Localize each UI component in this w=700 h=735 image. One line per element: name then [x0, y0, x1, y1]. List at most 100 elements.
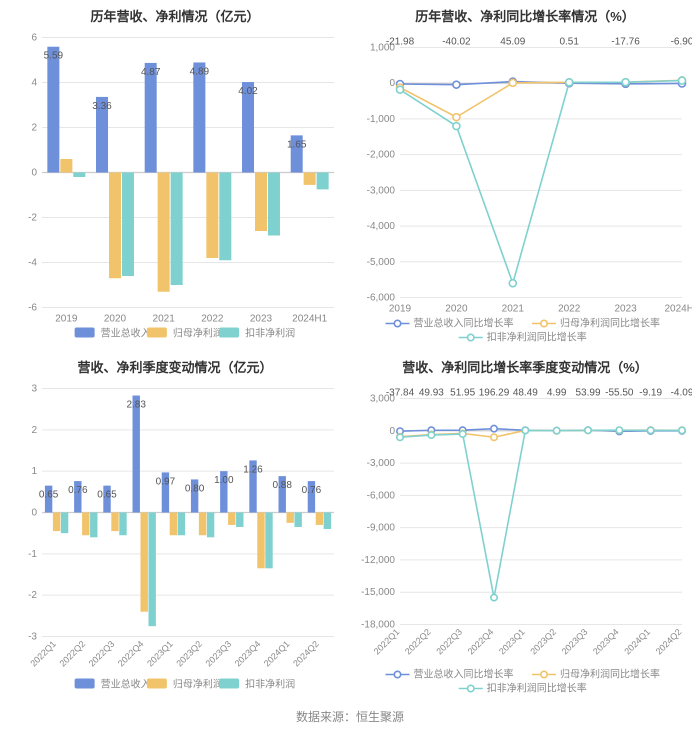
svg-text:-12,000: -12,000 — [361, 555, 395, 566]
svg-text:2024H1: 2024H1 — [292, 314, 327, 325]
panel-title: 历年营收、净利情况（亿元） — [8, 6, 342, 25]
svg-text:扣非净利润同比增长率: 扣非净利润同比增长率 — [487, 682, 587, 695]
panel-top-right: 历年营收、净利同比增长率情况（%） -6,000-5,000-4,000-3,0… — [350, 0, 700, 351]
panel-top-left: 历年营收、净利情况（亿元） -6-4-202462019202020212022… — [0, 0, 350, 351]
svg-text:2023Q3: 2023Q3 — [203, 639, 233, 669]
svg-text:1.00: 1.00 — [214, 475, 234, 486]
svg-text:0.65: 0.65 — [39, 490, 59, 501]
svg-text:49.93: 49.93 — [419, 388, 444, 399]
svg-text:2023: 2023 — [614, 304, 637, 315]
svg-text:归母净利润同比增长率: 归母净利润同比增长率 — [560, 317, 660, 330]
svg-text:归母净利润: 归母净利润 — [173, 678, 223, 691]
svg-text:0.88: 0.88 — [272, 480, 292, 491]
chart-area: -3-2-101232022Q12022Q22022Q32022Q42023Q1… — [8, 380, 342, 699]
chart-grid: 历年营收、净利情况（亿元） -6-4-202462019202020212022… — [0, 0, 700, 700]
svg-text:2022Q3: 2022Q3 — [434, 627, 464, 657]
svg-text:1.26: 1.26 — [243, 464, 263, 475]
svg-text:-1: -1 — [28, 549, 37, 560]
svg-text:-3: -3 — [28, 632, 37, 643]
svg-text:-37.84: -37.84 — [386, 388, 415, 399]
svg-text:2023: 2023 — [250, 314, 273, 325]
svg-text:0.65: 0.65 — [97, 490, 117, 501]
chart-area: -18,000-15,000-12,000-9,000-6,000-3,0000… — [358, 380, 692, 699]
svg-text:3: 3 — [31, 384, 37, 395]
svg-text:3.36: 3.36 — [92, 101, 112, 112]
svg-text:-2,000: -2,000 — [367, 150, 396, 161]
svg-text:2022Q1: 2022Q1 — [28, 639, 58, 669]
svg-text:4.99: 4.99 — [547, 388, 567, 399]
svg-text:-6.90: -6.90 — [671, 37, 692, 48]
svg-text:5.59: 5.59 — [44, 51, 64, 62]
svg-text:-9.19: -9.19 — [639, 388, 662, 399]
panel-title: 营收、净利同比增长率季度变动情况（%） — [358, 357, 692, 376]
svg-text:-6,000: -6,000 — [367, 293, 396, 304]
svg-text:0: 0 — [389, 426, 395, 437]
svg-text:2023Q2: 2023Q2 — [174, 639, 204, 669]
svg-text:0: 0 — [31, 168, 37, 179]
svg-text:0.51: 0.51 — [559, 37, 579, 48]
svg-text:51.95: 51.95 — [450, 388, 475, 399]
svg-text:2: 2 — [31, 123, 37, 134]
svg-text:2019: 2019 — [389, 304, 412, 315]
svg-text:2024H1: 2024H1 — [664, 304, 692, 315]
svg-text:-3,000: -3,000 — [367, 458, 396, 469]
data-source-label: 数据来源：恒生聚源 — [0, 700, 700, 735]
svg-text:2021: 2021 — [502, 304, 525, 315]
svg-text:196.29: 196.29 — [479, 388, 510, 399]
svg-text:-2: -2 — [28, 590, 37, 601]
svg-text:归母净利润: 归母净利润 — [173, 327, 223, 340]
svg-text:0.76: 0.76 — [68, 485, 88, 496]
svg-text:-4,000: -4,000 — [367, 221, 396, 232]
svg-text:2: 2 — [31, 425, 37, 436]
svg-text:扣非净利润: 扣非净利润 — [245, 678, 295, 691]
chart-area: -6-4-20246201920202021202220232024H15.59… — [8, 29, 342, 348]
chart-area: -6,000-5,000-4,000-3,000-2,000-1,00001,0… — [358, 29, 692, 348]
svg-text:48.49: 48.49 — [513, 388, 538, 399]
svg-text:2022Q2: 2022Q2 — [57, 639, 87, 669]
svg-text:0.97: 0.97 — [156, 476, 176, 487]
svg-text:4: 4 — [31, 78, 37, 89]
svg-text:2022Q4: 2022Q4 — [466, 627, 496, 657]
svg-text:-5,000: -5,000 — [367, 257, 396, 268]
svg-text:-15,000: -15,000 — [361, 587, 395, 598]
svg-text:45.09: 45.09 — [500, 37, 525, 48]
svg-text:-17.76: -17.76 — [611, 37, 640, 48]
svg-text:4.02: 4.02 — [238, 86, 258, 97]
svg-text:-18,000: -18,000 — [361, 620, 395, 631]
svg-text:2024Q2: 2024Q2 — [291, 639, 321, 669]
svg-text:53.99: 53.99 — [575, 388, 600, 399]
svg-text:营业总收入同比增长率: 营业总收入同比增长率 — [414, 668, 514, 681]
svg-text:营业总收入: 营业总收入 — [101, 327, 151, 340]
svg-text:-21.98: -21.98 — [386, 37, 415, 48]
svg-text:6: 6 — [31, 33, 37, 44]
svg-text:1: 1 — [31, 466, 37, 477]
svg-text:-40.02: -40.02 — [442, 37, 471, 48]
svg-text:2023Q3: 2023Q3 — [560, 627, 590, 657]
svg-text:2023Q1: 2023Q1 — [497, 627, 527, 657]
svg-text:4.87: 4.87 — [141, 67, 161, 78]
svg-text:2022Q4: 2022Q4 — [116, 639, 146, 669]
svg-text:1.65: 1.65 — [287, 139, 307, 150]
svg-text:2.83: 2.83 — [126, 400, 146, 411]
panel-title: 营收、净利季度变动情况（亿元） — [8, 357, 342, 376]
svg-text:2023Q4: 2023Q4 — [591, 627, 621, 657]
svg-text:营业总收入同比增长率: 营业总收入同比增长率 — [414, 317, 514, 330]
svg-text:2022Q2: 2022Q2 — [403, 627, 433, 657]
svg-text:-55.50: -55.50 — [605, 388, 634, 399]
svg-text:2024Q2: 2024Q2 — [654, 627, 684, 657]
svg-text:2020: 2020 — [445, 304, 468, 315]
svg-text:2023Q4: 2023Q4 — [233, 639, 263, 669]
svg-text:扣非净利润同比增长率: 扣非净利润同比增长率 — [487, 331, 587, 344]
svg-text:0.76: 0.76 — [302, 485, 322, 496]
svg-text:-4: -4 — [28, 258, 37, 269]
svg-text:0.80: 0.80 — [185, 483, 205, 494]
svg-text:-3,000: -3,000 — [367, 185, 396, 196]
svg-text:2024Q1: 2024Q1 — [622, 627, 652, 657]
svg-text:2023Q1: 2023Q1 — [145, 639, 175, 669]
svg-text:2022: 2022 — [201, 314, 224, 325]
svg-text:0: 0 — [31, 508, 37, 519]
svg-text:0: 0 — [389, 78, 395, 89]
svg-text:-4.09: -4.09 — [671, 388, 692, 399]
svg-text:2020: 2020 — [104, 314, 127, 325]
svg-text:归母净利润同比增长率: 归母净利润同比增长率 — [560, 668, 660, 681]
